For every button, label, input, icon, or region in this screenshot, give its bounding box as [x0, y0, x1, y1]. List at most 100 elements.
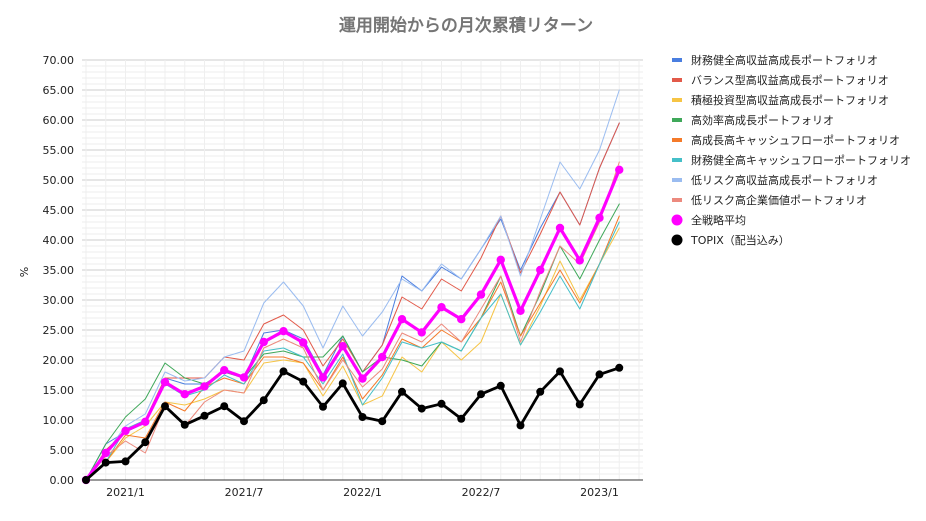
data-point — [397, 315, 407, 324]
y-tick-label: 15.00 — [43, 384, 75, 397]
legend-swatch — [672, 178, 682, 182]
data-point — [141, 438, 150, 447]
legend-label: 全戦略平均 — [691, 213, 746, 227]
data-point — [240, 417, 248, 426]
data-point — [338, 342, 347, 351]
data-point — [101, 458, 110, 467]
data-point — [378, 417, 387, 426]
data-point — [358, 413, 367, 421]
data-point — [358, 374, 367, 383]
y-tick-label: 40.00 — [43, 234, 75, 247]
data-point — [516, 306, 525, 315]
data-point — [101, 448, 110, 458]
legend-label: 財務健全高キャッシュフローポートフォリオ — [691, 153, 911, 167]
data-point — [595, 213, 604, 222]
data-point — [575, 256, 584, 265]
series-line-4 — [85, 203, 620, 481]
data-point — [161, 402, 169, 411]
y-tick-label: 30.00 — [43, 294, 75, 307]
series-line-2 — [85, 122, 620, 481]
series-line-9 — [84, 168, 621, 482]
data-point — [575, 400, 584, 409]
x-tick-label: 2021/7 — [225, 486, 264, 499]
data-point — [476, 290, 486, 299]
y-tick-label: 25.00 — [43, 324, 75, 337]
data-point — [437, 303, 446, 312]
legend-label: TOPIX（配当込み） — [690, 233, 790, 247]
legend-swatch — [672, 198, 682, 202]
data-point — [536, 265, 545, 275]
y-tick-label: 60.00 — [43, 114, 75, 127]
data-point — [200, 382, 209, 391]
data-point — [220, 402, 229, 411]
data-point — [615, 363, 624, 372]
data-point — [615, 165, 624, 174]
y-tick-label: 10.00 — [43, 414, 75, 427]
data-point — [121, 457, 130, 466]
legend-label: 高効率高成長ポートフォリオ — [691, 113, 834, 127]
data-point — [318, 373, 328, 382]
y-tick-label: 35.00 — [43, 264, 75, 277]
data-point — [398, 387, 406, 396]
data-point — [595, 370, 604, 379]
data-point — [220, 366, 229, 375]
series-line-7 — [85, 89, 620, 481]
legend-label: 積極投資型高収益高成長ポートフォリオ — [691, 93, 889, 107]
data-point — [141, 417, 150, 426]
series-line-5 — [85, 215, 620, 481]
data-point — [160, 378, 170, 387]
legend: 財務健全高収益高成長ポートフォリオバランス型高収益高成長ポートフォリオ積極投資型… — [671, 53, 911, 247]
data-point — [299, 377, 308, 386]
data-point — [200, 411, 209, 420]
data-point — [496, 381, 505, 390]
data-point — [259, 337, 268, 347]
data-point — [259, 396, 268, 405]
y-tick-label: 65.00 — [43, 84, 75, 97]
y-tick-label: 20.00 — [43, 354, 75, 367]
data-point — [477, 390, 485, 399]
legend-swatch — [672, 158, 682, 162]
data-point — [437, 399, 446, 408]
data-point — [279, 367, 288, 376]
legend-label: 高成長高キャッシュフローポートフォリオ — [691, 133, 900, 147]
data-point — [180, 420, 189, 429]
series-line-3 — [85, 227, 620, 481]
legend-swatch — [672, 138, 682, 142]
y-axis-label: % — [18, 267, 31, 277]
data-point — [457, 414, 466, 423]
data-point — [299, 338, 308, 347]
series-line-10 — [84, 366, 621, 482]
legend-label: 低リスク高収益高成長ポートフォリオ — [691, 173, 878, 187]
data-point — [82, 476, 90, 484]
y-tick-label: 5.00 — [50, 444, 75, 457]
data-point — [338, 379, 347, 388]
legend-label: 財務健全高収益高成長ポートフォリオ — [691, 53, 878, 67]
legend-swatch — [672, 58, 682, 62]
data-point — [555, 223, 565, 233]
y-tick-label: 45.00 — [43, 204, 75, 217]
data-point — [556, 367, 564, 376]
data-point — [239, 373, 249, 382]
data-point — [417, 328, 426, 337]
data-point — [319, 402, 327, 411]
data-point — [457, 315, 466, 324]
data-point — [496, 255, 505, 264]
data-point — [180, 390, 189, 399]
data-point — [121, 426, 130, 435]
data-point — [536, 387, 545, 396]
legend-swatch — [672, 78, 682, 82]
legend-swatch — [672, 118, 682, 122]
series-line-6 — [85, 221, 620, 481]
x-tick-label: 2023/1 — [580, 486, 619, 499]
x-tick-label: 2022/1 — [343, 486, 382, 499]
series-layer — [81, 89, 624, 485]
data-point — [378, 352, 387, 362]
y-tick-label: 0.00 — [50, 474, 75, 487]
data-point — [279, 327, 288, 336]
y-tick-label: 55.00 — [43, 144, 75, 157]
x-tick-label: 2022/7 — [462, 486, 501, 499]
legend-swatch — [672, 98, 682, 102]
chart-title: 運用開始からの月次累積リターン — [339, 15, 593, 36]
